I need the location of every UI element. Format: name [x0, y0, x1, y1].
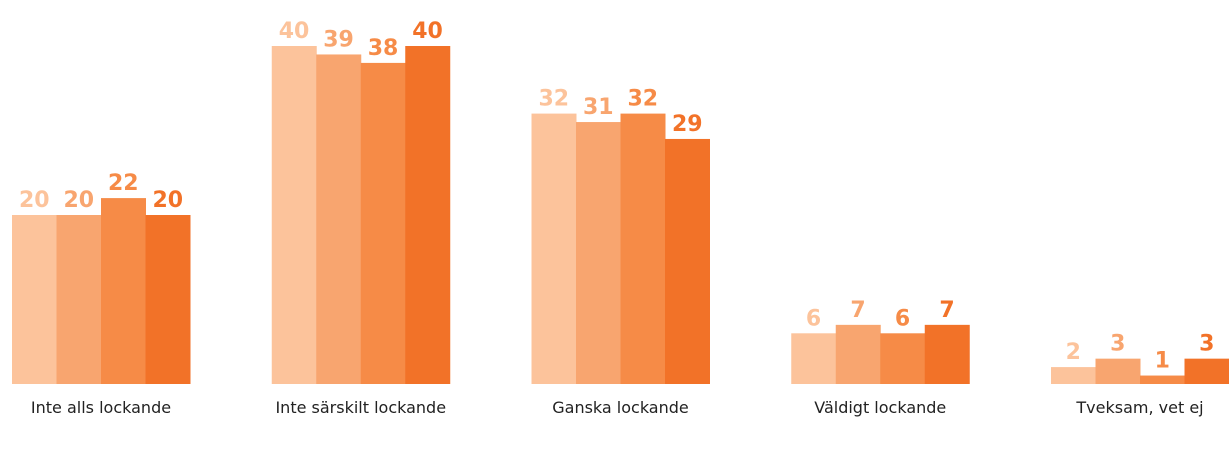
value-label: 31 [583, 95, 614, 120]
value-label: 29 [672, 112, 703, 137]
category-label: Tveksam, vet ej [1076, 398, 1204, 417]
value-label: 6 [895, 306, 910, 331]
value-label: 3 [1110, 332, 1125, 357]
bar [1095, 358, 1141, 384]
category-label: Inte alls lockande [30, 398, 172, 417]
value-label: 32 [538, 87, 569, 112]
bar [316, 54, 362, 384]
value-label: 20 [19, 188, 50, 213]
bar [791, 333, 837, 384]
value-label: 6 [806, 306, 821, 331]
value-label: 32 [627, 87, 658, 112]
category-label: Inte särskilt lockande [275, 398, 447, 417]
bar [271, 46, 317, 384]
value-label: 1 [1155, 349, 1170, 374]
bar [145, 215, 191, 384]
bar [405, 46, 451, 384]
value-label: 20 [152, 188, 183, 213]
bar [665, 138, 710, 384]
bar [56, 215, 102, 384]
bar [576, 122, 621, 385]
bar [1051, 367, 1096, 384]
bar [620, 113, 666, 384]
value-label: 40 [412, 19, 443, 44]
category-label: Ganska lockande [552, 398, 689, 417]
value-label: 7 [850, 298, 865, 323]
bar [1184, 358, 1229, 384]
bar [360, 62, 406, 385]
value-label: 2 [1066, 340, 1081, 365]
value-label: 20 [63, 188, 94, 213]
bar [531, 113, 577, 384]
bar [924, 324, 970, 384]
bar [101, 198, 146, 384]
value-label: 3 [1199, 332, 1214, 357]
value-label: 38 [368, 36, 399, 61]
bar [835, 324, 881, 384]
value-label: 40 [279, 19, 310, 44]
category-label: Väldigt lockande [814, 398, 947, 417]
value-label: 7 [939, 298, 954, 323]
value-label: 39 [323, 27, 354, 52]
value-label: 22 [108, 171, 139, 196]
bar [880, 333, 926, 384]
bar [1140, 375, 1185, 384]
bar [12, 215, 57, 384]
